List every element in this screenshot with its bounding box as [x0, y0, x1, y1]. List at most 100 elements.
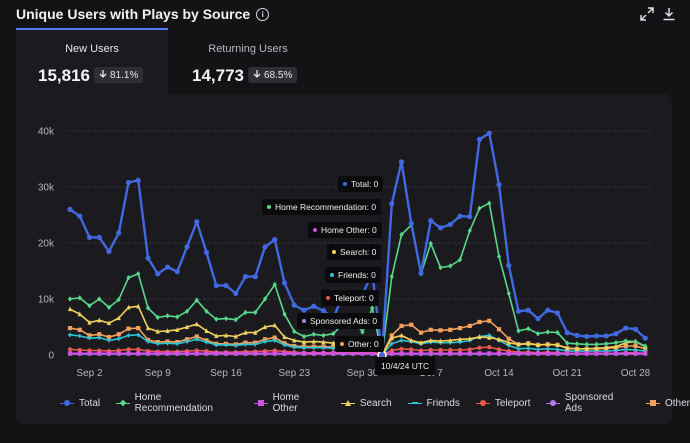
data-point-search	[67, 306, 73, 312]
data-point-home-other	[535, 351, 541, 356]
data-point-home-recommendation	[204, 308, 209, 315]
data-point-other	[106, 334, 112, 340]
change-value: 68.5%	[264, 69, 293, 81]
legend-item-teleport[interactable]: Teleport	[475, 398, 530, 409]
data-point-teleport	[77, 347, 82, 353]
data-point-home-other	[428, 351, 433, 356]
data-point-home-other	[643, 351, 648, 356]
data-point-total	[525, 307, 531, 313]
data-point-search	[555, 342, 560, 348]
data-point-home-other	[165, 351, 170, 356]
data-point-total	[184, 244, 190, 250]
data-point-total	[398, 159, 405, 165]
data-point-search	[175, 327, 180, 332]
tab-value: 15,816	[38, 66, 90, 85]
data-point-friends	[243, 342, 248, 347]
data-point-home-recommendation	[448, 263, 453, 269]
legend-item-search[interactable]: Search	[340, 397, 392, 409]
data-point-friends	[175, 341, 180, 346]
data-point-friends	[184, 339, 190, 344]
data-point-home-other	[282, 351, 287, 356]
data-point-home-recommendation	[301, 333, 307, 340]
data-point-friends	[516, 346, 521, 351]
data-point-other	[116, 332, 121, 337]
data-point-friends	[87, 336, 92, 341]
data-point-home-recommendation	[467, 227, 472, 234]
data-point-home-recommendation	[243, 309, 248, 316]
x-tick-label: Oct 14	[484, 368, 514, 379]
data-point-other	[399, 323, 404, 328]
legend-item-home-other[interactable]: Home Other	[254, 392, 325, 414]
data-point-other	[409, 322, 414, 327]
data-point-home-recommendation	[116, 296, 121, 303]
data-point-teleport	[428, 347, 433, 353]
data-point-home-recommendation	[643, 343, 648, 349]
tab-label: New Users	[65, 43, 119, 55]
tooltip-dot	[313, 228, 317, 232]
data-point-home-other	[613, 351, 619, 356]
data-point-search	[594, 345, 599, 351]
data-point-search	[97, 317, 102, 323]
info-icon[interactable]: i	[256, 7, 270, 21]
tab-label: Returning Users	[208, 43, 288, 55]
data-point-home-other	[184, 351, 190, 356]
data-point-home-recommendation	[487, 200, 492, 206]
data-point-home-recommendation	[97, 296, 102, 302]
data-point-home-other	[516, 351, 521, 356]
tab-returning-users[interactable]: Returning Users 14,773 68.5%	[168, 30, 328, 94]
tooltip-date: 10/4/24 UTC	[375, 357, 436, 375]
data-point-search	[214, 333, 219, 339]
data-point-home-recommendation	[87, 303, 92, 309]
legend-item-other[interactable]: Other	[645, 398, 690, 409]
data-point-total	[242, 274, 249, 280]
data-point-home-other	[477, 351, 482, 356]
legend-marker	[550, 400, 557, 406]
legend-item-total[interactable]: Total	[60, 398, 100, 409]
data-point-total	[437, 225, 444, 231]
data-point-other	[194, 334, 199, 339]
legend-item-friends[interactable]: Friends	[407, 398, 460, 409]
data-point-home-other	[545, 351, 550, 356]
data-point-total	[320, 308, 327, 314]
legend-item-home-recommendation[interactable]: Home Recommendation	[116, 392, 238, 414]
data-point-home-other	[350, 351, 355, 356]
data-point-home-recommendation	[496, 253, 502, 260]
data-point-home-recommendation	[526, 325, 531, 332]
legend-item-sponsored-ads[interactable]: Sponsored Ads	[546, 392, 630, 414]
data-point-home-recommendation	[223, 315, 229, 322]
data-point-total	[223, 282, 229, 289]
data-point-search	[574, 346, 580, 351]
data-point-home-other	[106, 351, 112, 356]
data-point-search	[253, 329, 258, 335]
data-point-total	[194, 219, 200, 225]
tab-new-users[interactable]: New Users 15,816 81.1%	[16, 28, 168, 96]
data-point-other	[496, 327, 502, 332]
data-point-friends	[145, 339, 151, 344]
data-point-home-other	[506, 351, 511, 356]
data-point-search	[145, 325, 151, 331]
data-point-home-recommendation	[516, 328, 521, 334]
data-point-home-recommendation	[555, 329, 560, 336]
data-point-search	[535, 342, 541, 348]
data-point-home-other	[340, 351, 346, 356]
data-point-home-other	[204, 351, 209, 356]
data-point-total	[515, 308, 522, 314]
data-point-total	[174, 268, 180, 275]
tooltip-dot	[302, 319, 306, 323]
data-point-home-other	[565, 351, 570, 356]
download-icon[interactable]	[662, 7, 676, 21]
data-point-home-recommendation	[214, 316, 219, 322]
legend-label: Sponsored Ads	[564, 392, 614, 414]
data-point-home-other	[175, 351, 180, 356]
data-point-total	[116, 230, 122, 236]
data-point-friends	[282, 342, 287, 348]
data-point-total	[77, 213, 83, 219]
data-point-friends	[223, 342, 229, 348]
data-point-friends	[67, 332, 73, 337]
expand-icon[interactable]	[640, 7, 654, 21]
data-point-friends	[623, 347, 628, 352]
y-tick-label: 10k	[38, 295, 55, 306]
data-point-other	[428, 327, 433, 332]
data-point-home-other	[233, 351, 238, 356]
legend-label: Search	[359, 397, 392, 409]
